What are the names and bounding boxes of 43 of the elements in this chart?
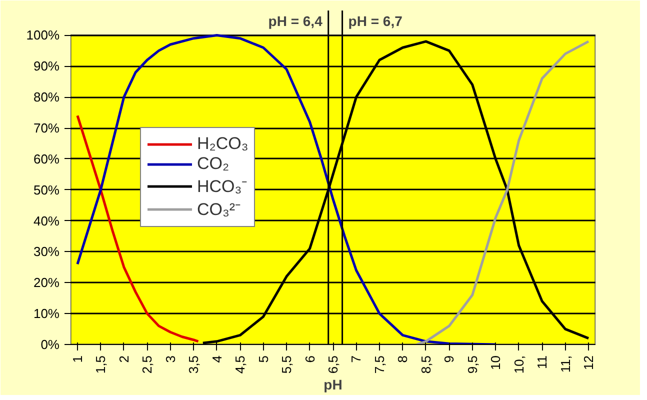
ref-line-label: pH = 6,4	[268, 13, 323, 30]
x-tick-label: 9,5	[464, 355, 480, 374]
x-tick-label: 7,5	[372, 355, 387, 374]
x-tick-label: 4	[209, 355, 224, 363]
y-tick-label: 20%	[33, 275, 60, 290]
y-tick-label: 10%	[33, 306, 60, 322]
x-tick-label: 5,5	[279, 355, 294, 374]
x-tick-label: 6	[302, 355, 318, 363]
y-tick-label: 50%	[33, 182, 60, 198]
x-tick-label: 8	[395, 355, 410, 363]
x-axis-title: pH	[324, 376, 342, 393]
x-tick-label: 10	[488, 355, 504, 370]
x-tick-label: 3	[162, 355, 178, 363]
x-tick-label: 1,5	[93, 355, 108, 374]
x-tick-label: 2,5	[140, 355, 155, 374]
legend-label: CO₂	[197, 154, 230, 174]
x-tick-label: 12	[581, 355, 596, 370]
y-tick-label: 80%	[33, 90, 60, 105]
x-tick-label: 1	[70, 355, 85, 363]
y-tick-label: 60%	[33, 151, 60, 166]
x-tick-label: 11,	[558, 355, 573, 373]
x-tick-label: 5	[256, 355, 271, 363]
x-tick-label: 6,5	[326, 355, 340, 374]
x-tick-label: 8,5	[418, 355, 434, 374]
y-tick-label: 90%	[33, 58, 60, 74]
legend-label: HCO₃⁻	[197, 176, 248, 197]
line-series	[76, 34, 497, 344]
x-tick-label: 11	[534, 355, 550, 369]
x-tick-label: 7	[348, 355, 364, 363]
x-tick-label: 9	[442, 355, 457, 363]
line-series	[415, 40, 590, 344]
y-tick-label: 100%	[26, 28, 60, 43]
ref-line-label: pH = 6,7	[348, 13, 403, 30]
y-tick-label: 30%	[33, 244, 60, 260]
y-tick-label: 0%	[40, 337, 60, 352]
x-tick-label: 2	[116, 355, 132, 363]
legend-label: H₂CO₃	[197, 134, 248, 154]
legend-label: CO₃²⁻	[197, 199, 242, 220]
y-tick-label: 40%	[33, 213, 60, 228]
x-tick-label: 3,5	[186, 355, 202, 374]
x-tick-label: 10,	[511, 355, 526, 374]
x-tick-label: 4,5	[232, 355, 248, 374]
y-tick-label: 70%	[33, 120, 60, 136]
